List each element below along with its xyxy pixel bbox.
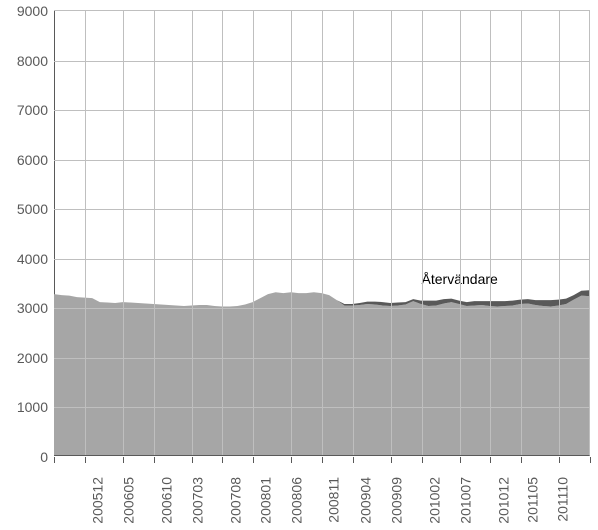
x-tick — [123, 457, 124, 463]
grid-v — [154, 11, 155, 455]
y-tick-label: 1000 — [17, 399, 54, 415]
y-tick-label: 7000 — [17, 102, 54, 118]
x-tick — [460, 457, 461, 463]
x-tick — [391, 457, 392, 463]
grid-v — [322, 11, 323, 455]
grid-v — [192, 11, 193, 455]
x-tick-label: 201007 — [457, 477, 473, 524]
x-tick-label: 201012 — [496, 477, 512, 524]
x-tick — [590, 457, 591, 463]
x-tick — [322, 457, 323, 463]
y-tick-label: 9000 — [17, 3, 54, 19]
y-tick-label: 3000 — [17, 300, 54, 316]
x-tick-label: 200512 — [90, 477, 106, 524]
x-tick — [353, 457, 354, 463]
grid-v — [521, 11, 522, 455]
x-tick-label: 201002 — [427, 477, 443, 524]
x-tick-label: 200904 — [358, 477, 374, 524]
grid-v — [222, 11, 223, 455]
y-tick-label: 4000 — [17, 251, 54, 267]
x-tick-label: 200610 — [159, 477, 175, 524]
x-tick — [154, 457, 155, 463]
x-tick-label: 200708 — [228, 477, 244, 524]
chart-container: Återvändare 0100020003000400050006000700… — [0, 0, 598, 530]
x-tick — [291, 457, 292, 463]
x-tick — [253, 457, 254, 463]
x-tick — [192, 457, 193, 463]
y-tick-label: 5000 — [17, 201, 54, 217]
x-tick-label: 200801 — [258, 477, 274, 524]
x-tick-label: 201110 — [555, 477, 571, 522]
y-tick-label: 6000 — [17, 152, 54, 168]
x-tick — [521, 457, 522, 463]
grid-v — [391, 11, 392, 455]
plot-area: Återvändare 0100020003000400050006000700… — [54, 10, 590, 456]
grid-v — [291, 11, 292, 455]
grid-v — [460, 11, 461, 455]
x-tick — [54, 457, 55, 463]
x-tick — [490, 457, 491, 463]
x-tick-label: 200909 — [388, 477, 404, 524]
grid-v — [85, 11, 86, 455]
x-tick-label: 200605 — [120, 477, 136, 524]
x-tick-label: 200811 — [326, 477, 342, 523]
grid-v — [422, 11, 423, 455]
grid-v — [123, 11, 124, 455]
grid-v — [253, 11, 254, 455]
x-tick-label: 200703 — [189, 477, 205, 524]
grid-v — [353, 11, 354, 455]
grid-v — [559, 11, 560, 455]
x-tick — [422, 457, 423, 463]
y-tick-label: 8000 — [17, 53, 54, 69]
x-tick — [559, 457, 560, 463]
x-tick — [222, 457, 223, 463]
x-tick-label: 201105 — [525, 477, 541, 523]
x-tick-label: 200806 — [289, 477, 305, 524]
y-tick-label: 0 — [40, 449, 54, 465]
y-tick-label: 2000 — [17, 350, 54, 366]
grid-v — [490, 11, 491, 455]
x-tick — [85, 457, 86, 463]
